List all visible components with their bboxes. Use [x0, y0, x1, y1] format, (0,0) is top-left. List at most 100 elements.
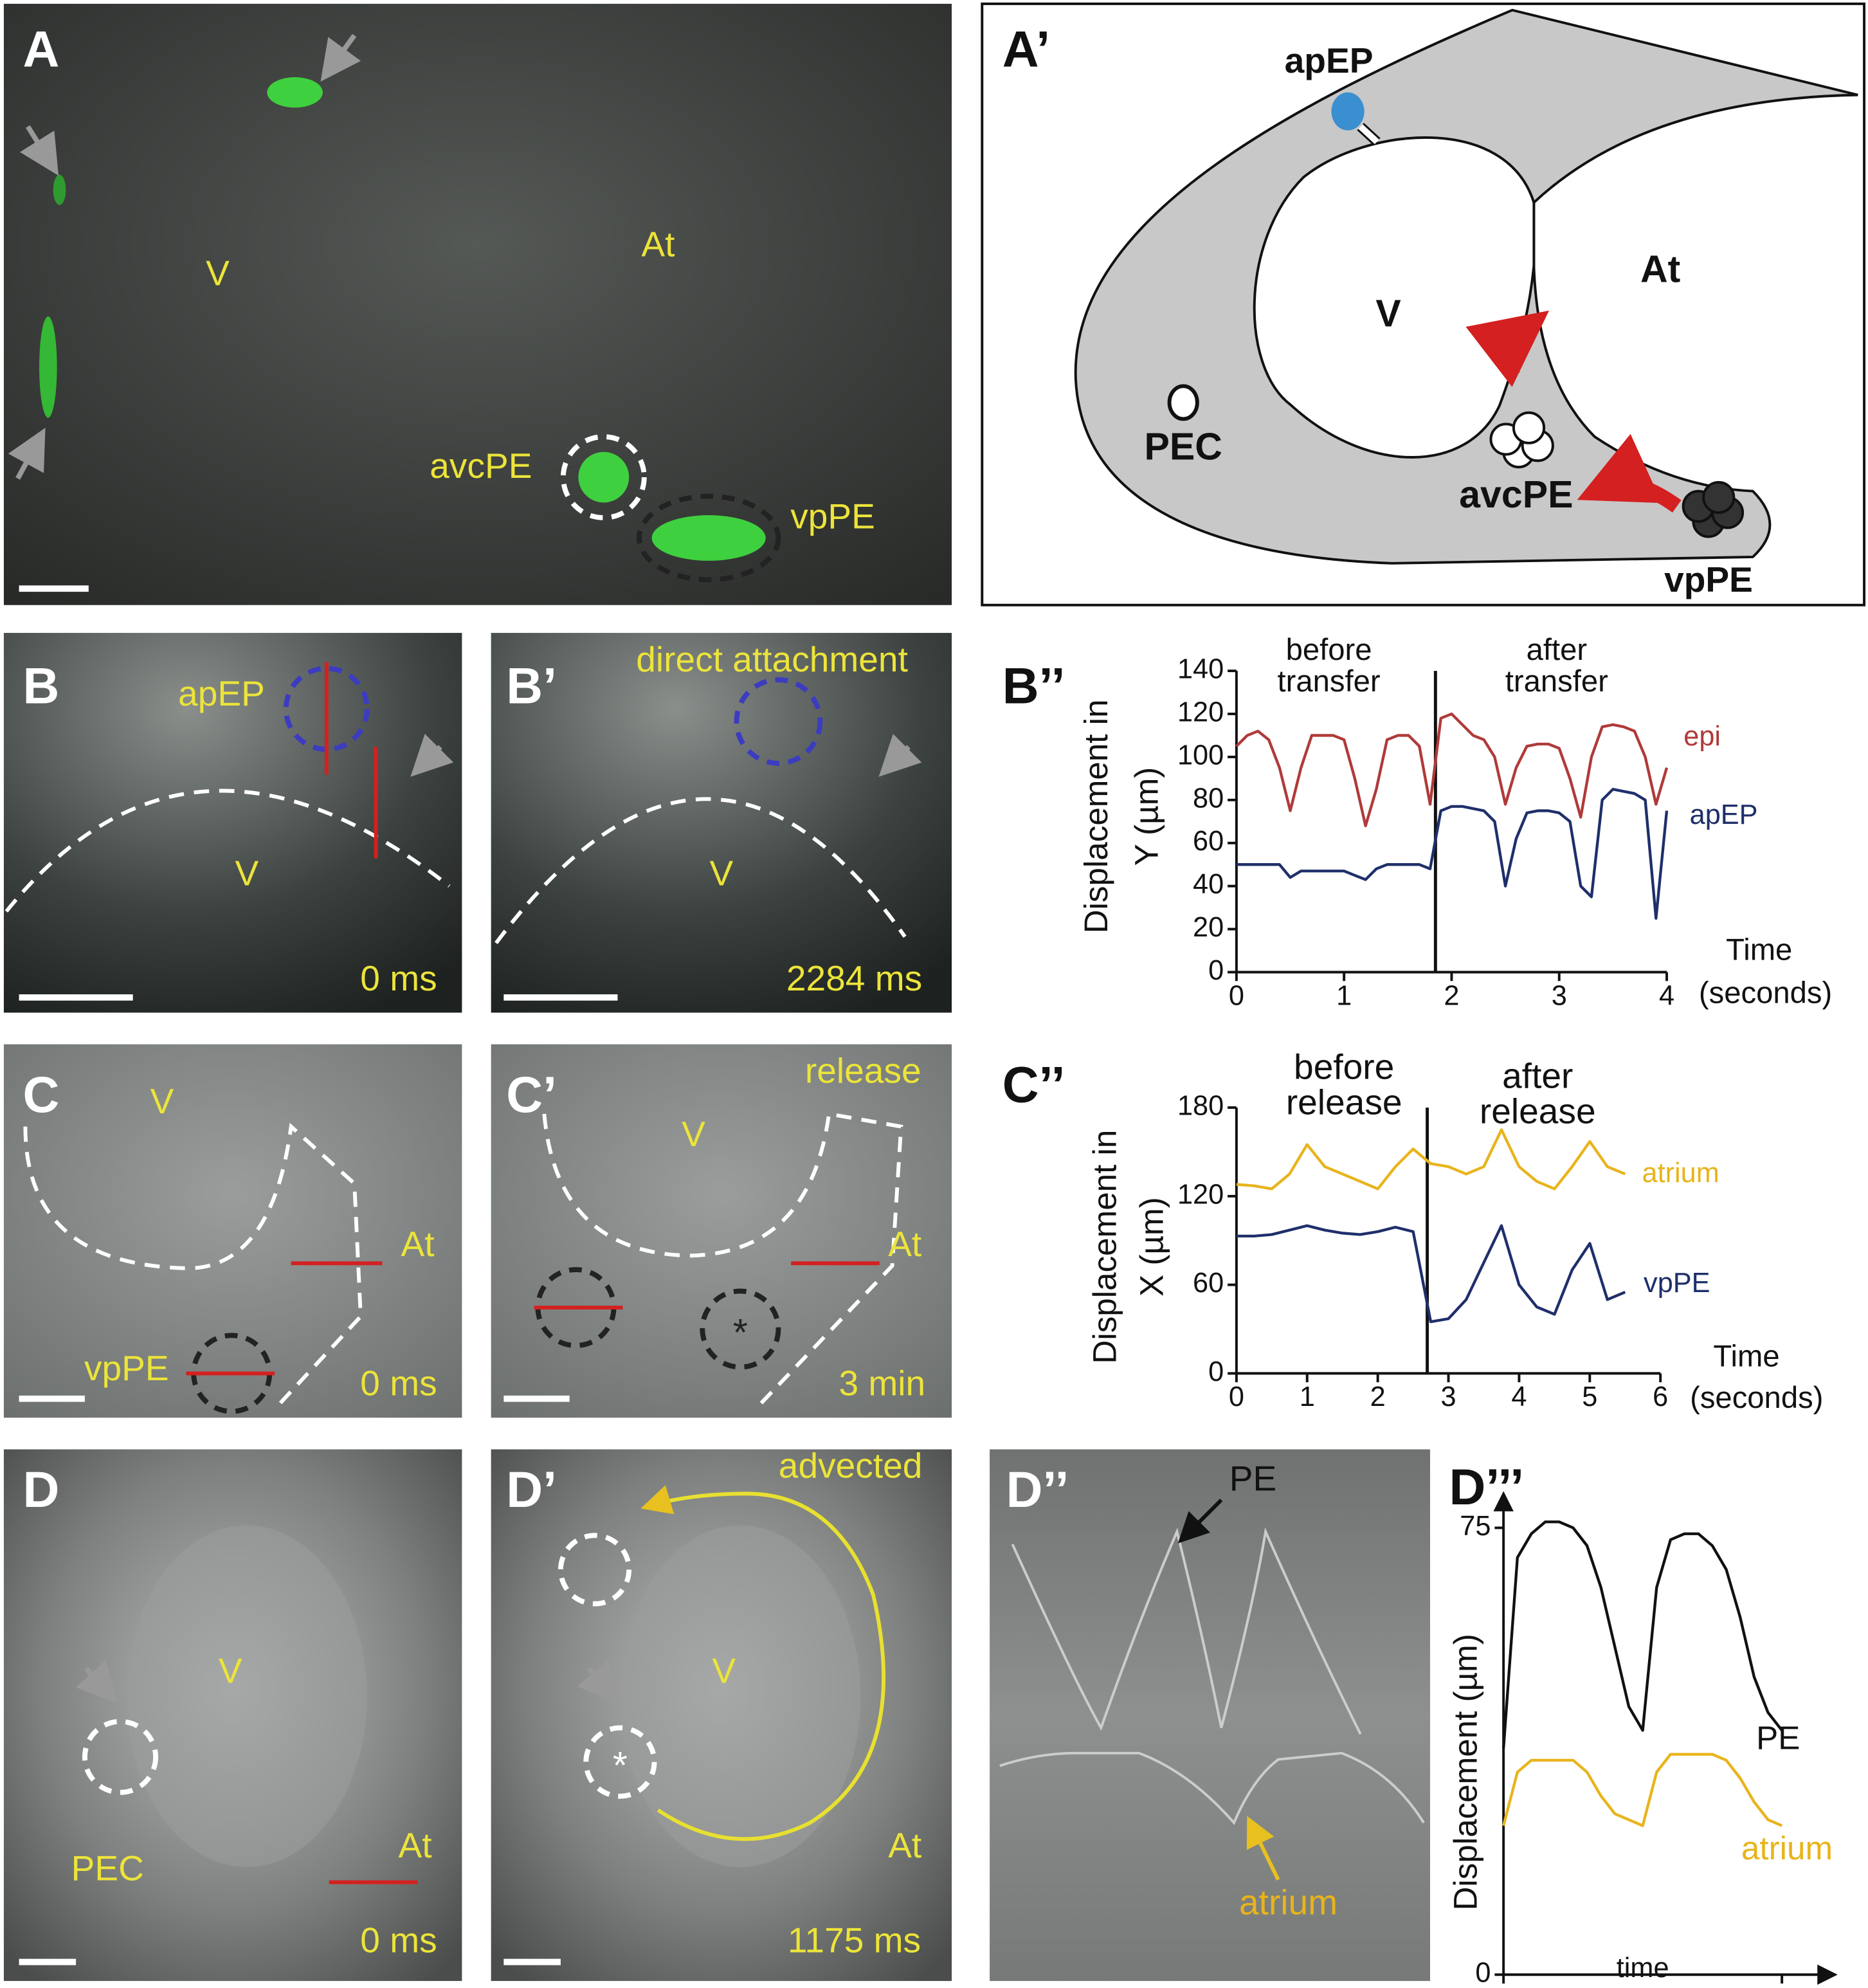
x-axis-label: time: [1617, 1953, 1669, 1983]
x-axis-label: Time: [1726, 933, 1792, 967]
vppe-cells: [1682, 480, 1745, 538]
annotation: after: [1502, 1055, 1573, 1095]
pec-cell: [1167, 384, 1199, 421]
green-cell: [651, 515, 766, 561]
label: V: [709, 853, 733, 893]
chart-title: D’’’: [1449, 1459, 1525, 1515]
green-cell: [267, 77, 323, 108]
dashed-circle: [700, 1288, 781, 1370]
green-cell: [578, 451, 630, 503]
x-axis-label: (seconds): [1690, 1381, 1823, 1415]
panel-label: D’: [506, 1461, 557, 1518]
y-tick-label: 140: [1177, 654, 1224, 685]
panel-b-prime: B’ direct attachment V 2284 ms: [491, 633, 952, 1013]
arrow: [878, 733, 922, 777]
green-cell: [39, 316, 57, 418]
panel-d: D V PEC At 0 ms: [3, 1449, 462, 1982]
label: PEC: [1145, 425, 1222, 468]
dashed-outline: [494, 797, 907, 945]
y-axis-label: Displacement (µm): [1447, 1634, 1484, 1910]
arrow: [577, 1659, 619, 1704]
dashed-circle: [82, 1719, 159, 1795]
arrow: [1358, 124, 1379, 145]
panel-label: C: [23, 1066, 59, 1123]
annotation: release: [1286, 1082, 1402, 1122]
panel-c-prime: C’ release V At * 3 min: [491, 1044, 952, 1418]
y-tick-label: 0: [1208, 1356, 1224, 1387]
micrograph: [3, 3, 952, 605]
label: V: [219, 1650, 242, 1690]
y-tick-label: 80: [1193, 783, 1224, 814]
annotation: transfer: [1505, 664, 1608, 698]
panel-a-prime: apEP V At PEC avcPE vpPE A’: [981, 2, 1866, 606]
dashed-circle: [583, 1725, 657, 1799]
arrow: [8, 428, 46, 480]
chart: D’’’0750500msDisplacement (µm)timePEatri…: [1447, 1459, 1838, 1988]
x-tick-label: 2: [1444, 980, 1459, 1011]
y-tick-label: 60: [1193, 1268, 1224, 1299]
label: At: [888, 1224, 921, 1264]
series-line: [1501, 1520, 1783, 1749]
kymograph: [990, 1449, 1430, 1982]
panel-label: A: [23, 21, 59, 77]
micrograph: [491, 1044, 952, 1418]
y-axis-label: X (µm): [1133, 1197, 1170, 1297]
apep-cell: [1331, 92, 1365, 131]
x-tick-label: 3: [1440, 1382, 1456, 1412]
timestamp: 0 ms: [360, 958, 437, 998]
label: atrium: [1239, 1883, 1338, 1922]
x-tick-label: 1: [1300, 1382, 1315, 1412]
red-arrow: [1577, 433, 1682, 513]
panel-label: C’: [506, 1066, 557, 1123]
label: apEP: [178, 673, 265, 713]
label: V: [235, 853, 258, 893]
series-line: [1235, 712, 1669, 828]
x-tick-label: 0: [1229, 1382, 1244, 1412]
x-tick-label: 4: [1659, 980, 1674, 1011]
chart: B’’ 0 20 40 60 80 100 120 140 0 1 2 3 4 Displacement i…: [1002, 633, 1832, 1011]
green-cell: [53, 174, 66, 205]
avcpe-cells: [1489, 411, 1554, 469]
label: advected: [779, 1446, 923, 1486]
red-arrow: [1465, 310, 1550, 387]
label: V: [712, 1650, 736, 1690]
label: At: [888, 1825, 921, 1865]
label: vpPE: [84, 1348, 169, 1388]
panel-label: D: [23, 1461, 59, 1518]
legend-label: epi: [1683, 721, 1721, 752]
y-tick-label: 60: [1193, 826, 1224, 857]
chart-title: C’’: [1002, 1056, 1065, 1113]
arrow: [1246, 1816, 1280, 1881]
label: apEP: [1285, 41, 1374, 80]
ventricle: [620, 1525, 861, 1867]
series-line: [1236, 1128, 1626, 1190]
chart: C’’ 0 60 120 180 0 1 2 3 4 5 6 Displacement in X (µm)…: [1002, 1047, 1824, 1416]
label: At: [641, 224, 675, 264]
timestamp: 0 ms: [360, 1920, 437, 1960]
x-tick-label: 5: [1582, 1382, 1597, 1412]
dashed-outline: [542, 1111, 903, 1407]
panel-label: D’’: [1006, 1461, 1069, 1518]
y-tick-label: 40: [1193, 869, 1224, 900]
arrow: [320, 33, 361, 82]
annotation: before: [1286, 633, 1372, 667]
label: V: [150, 1081, 174, 1121]
y-tick-label: 75: [1460, 1511, 1491, 1542]
legend-label: apEP: [1690, 799, 1758, 830]
ventricle: [126, 1525, 367, 1867]
panel-d-prime: D’ advected V * At 1175 ms: [491, 1446, 952, 1982]
series-line: [1502, 1753, 1782, 1827]
timestamp: 2284 ms: [786, 958, 922, 998]
panel-label: A’: [1002, 21, 1050, 77]
legend-label: vpPE: [1644, 1268, 1710, 1299]
label: V: [206, 253, 230, 293]
x-tick-label: 0: [1229, 980, 1244, 1011]
label: PEC: [71, 1848, 144, 1888]
label: At: [401, 1224, 434, 1264]
series-line: [1236, 787, 1669, 920]
label: V: [682, 1114, 705, 1154]
label: V: [1375, 293, 1401, 335]
panel-label: B: [23, 657, 59, 714]
x-axis-label: Time: [1713, 1339, 1779, 1373]
